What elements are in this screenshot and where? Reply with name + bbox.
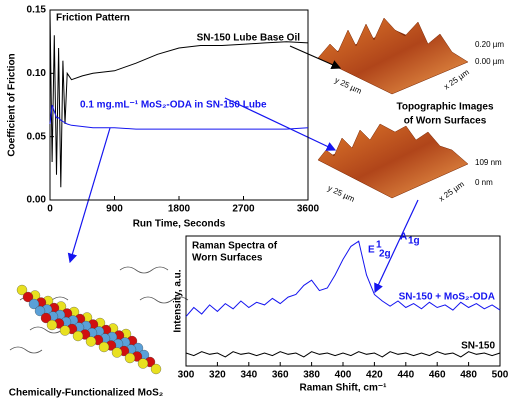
arrow — [224, 97, 337, 151]
arrow — [289, 45, 342, 70]
series-label: SN-150 — [461, 341, 495, 352]
x-tick-label: 340 — [240, 370, 257, 381]
arrow — [67, 127, 111, 264]
x-tick-label: 320 — [209, 370, 226, 381]
x-tick-label: 900 — [106, 204, 123, 215]
x-tick-label: 2700 — [232, 204, 255, 215]
z-label: 0 nm — [475, 178, 493, 187]
chart-title: Raman Spectra of — [192, 241, 278, 252]
x-tick-label: 300 — [178, 370, 195, 381]
y-tick-label: 0.05 — [27, 131, 47, 142]
x-tick-label: 360 — [272, 370, 289, 381]
x-tick-label: 500 — [492, 370, 509, 381]
z-label: 0.00 µm — [475, 57, 504, 66]
peak-label: 2g — [379, 249, 391, 260]
x-tick-label: 0 — [47, 204, 53, 215]
chart-title: Worn Surfaces — [192, 253, 263, 264]
series-label: 0.1 mg.mL⁻¹ MoS₂-ODA in SN-150 Lube — [80, 100, 267, 111]
y-axis-label: Coefficient of Friction — [7, 53, 18, 156]
z-label: 0.20 µm — [475, 40, 504, 49]
x-tick-label: 400 — [335, 370, 352, 381]
x-tick-label: 420 — [366, 370, 383, 381]
x-tick-label: 1800 — [168, 204, 191, 215]
series-label: SN-150 + MoS₂-ODA — [399, 292, 495, 303]
y-label: y 25 µm — [326, 184, 356, 204]
y-tick-label: 0.15 — [27, 5, 47, 16]
x-tick-label: 380 — [303, 370, 320, 381]
molecule-label: Chemically-Functionalized MoS₂ — [9, 388, 163, 399]
y-tick-label: 0.10 — [27, 68, 47, 79]
x-tick-label: 480 — [460, 370, 477, 381]
x-axis-label: Run Time, Seconds — [133, 219, 226, 230]
y-label: y 25 µm — [333, 76, 363, 96]
x-label: x 25 µm — [437, 179, 466, 203]
x-tick-label: 460 — [429, 370, 446, 381]
y-tick-label: 0.00 — [27, 195, 47, 206]
surface-image — [317, 17, 469, 95]
series-line — [185, 240, 501, 317]
peak-label: A — [400, 232, 407, 243]
arrow — [374, 199, 419, 294]
series-line — [185, 351, 501, 358]
chart-title: Friction Pattern — [56, 13, 130, 24]
peak-label: 1g — [408, 236, 420, 247]
x-axis-label: Raman Shift, cm⁻¹ — [300, 383, 388, 394]
y-axis-label: Intensity, a.u. — [173, 269, 184, 332]
z-label: 109 nm — [475, 158, 502, 167]
peak-label: E — [368, 245, 375, 256]
series-line — [49, 9, 309, 188]
peak-label: 1 — [376, 240, 382, 251]
surface-image — [317, 123, 469, 199]
x-tick-label: 3600 — [297, 204, 320, 215]
x-tick-label: 440 — [397, 370, 414, 381]
topo-title: of Worn Surfaces — [404, 116, 487, 127]
molecule — [9, 266, 189, 375]
topo-title: Topographic Images — [396, 102, 493, 113]
series-line — [49, 104, 309, 130]
series-label: SN-150 Lube Base Oil — [197, 33, 301, 44]
